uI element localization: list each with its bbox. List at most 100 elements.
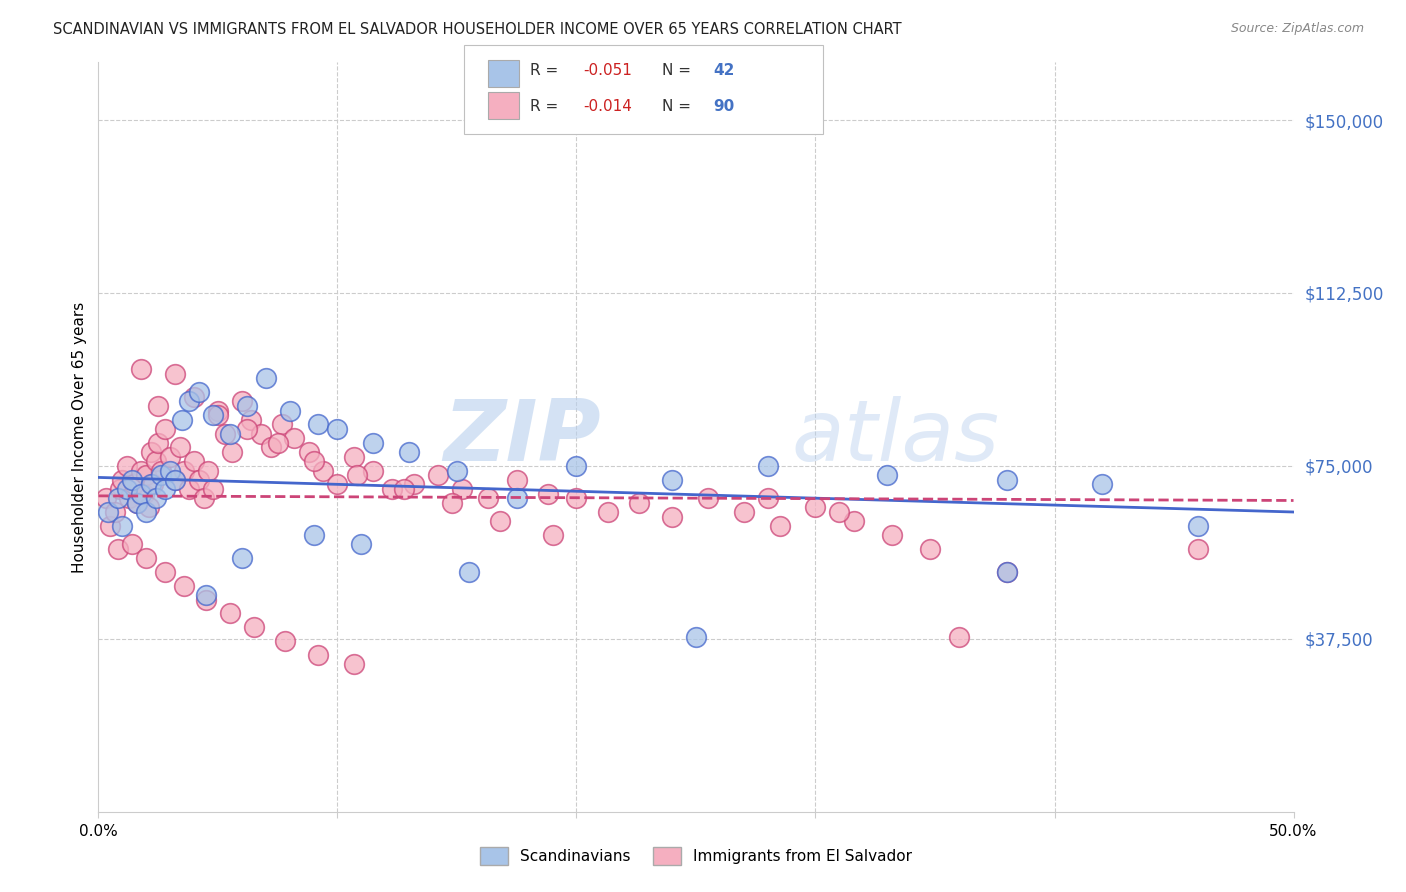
Point [259,441,281,455]
Text: ZIP: ZIP [443,395,600,479]
Point [139,445,162,459]
Point [149,463,172,477]
Point [298,445,321,459]
Point [1091,477,1114,491]
Point [202,408,225,422]
Point [346,468,368,483]
Point [326,422,349,436]
Point [267,435,290,450]
Point [231,394,253,409]
Point [219,607,242,621]
Point [307,417,329,432]
Point [139,477,162,491]
Point [135,468,157,483]
Point [145,491,167,505]
Point [876,468,898,483]
Point [172,413,194,427]
Point [278,403,301,417]
Text: N =: N = [662,63,696,78]
Point [733,505,755,519]
Text: 90: 90 [713,99,734,113]
Point [250,426,273,441]
Point [207,408,229,422]
Point [398,445,420,459]
Point [163,367,186,381]
Point [187,473,209,487]
Point [880,528,903,542]
Point [756,491,779,505]
Point [402,477,425,491]
Point [155,565,177,579]
Point [541,528,564,542]
Point [138,500,160,515]
Point [381,482,404,496]
Point [149,468,172,483]
Point [125,496,148,510]
Point [231,551,253,566]
Point [1187,541,1209,556]
Point [121,537,143,551]
Point [118,491,141,505]
Y-axis label: Householder Income Over 65 years: Householder Income Over 65 years [72,301,87,573]
Point [661,509,683,524]
Point [804,500,827,515]
Point [326,477,349,491]
Point [235,422,257,436]
Point [697,491,720,505]
Point [995,565,1018,579]
Point [145,454,167,468]
Point [159,450,181,464]
Point [283,431,305,445]
Point [995,473,1018,487]
Point [450,482,472,496]
Point [343,450,366,464]
Point [193,491,215,505]
Point [343,657,366,672]
Point [506,491,529,505]
Point [202,482,225,496]
Point [207,403,229,417]
Point [506,473,529,487]
Point [756,458,779,473]
Point [132,486,155,500]
Point [115,458,138,473]
Point [302,454,325,468]
Point [565,491,588,505]
Point [195,588,218,602]
Point [627,496,650,510]
Point [104,505,127,519]
Point [195,592,218,607]
Legend: Scandinavians, Immigrants from El Salvador: Scandinavians, Immigrants from El Salvad… [474,840,918,871]
Point [179,394,201,409]
Point [685,630,707,644]
Text: 42: 42 [713,63,734,78]
Point [183,454,205,468]
Point [920,541,942,556]
Point [124,477,146,491]
Point [302,528,325,542]
Point [94,491,117,505]
Point [235,399,257,413]
Point [661,473,683,487]
Point [271,417,294,432]
Point [169,441,191,455]
Text: Source: ZipAtlas.com: Source: ZipAtlas.com [1230,22,1364,36]
Point [537,486,560,500]
Point [121,473,143,487]
Text: R =: R = [530,63,564,78]
Point [98,519,122,533]
Point [307,648,329,662]
Text: atlas: atlas [792,395,1000,479]
Point [131,486,153,500]
Point [108,482,131,496]
Point [173,579,195,593]
Point [148,435,170,450]
Point [159,463,181,477]
Point [125,496,148,510]
Point [135,505,157,519]
Point [197,463,219,477]
Point [97,505,120,519]
Point [115,482,138,496]
Point [828,505,851,519]
Point [441,496,464,510]
